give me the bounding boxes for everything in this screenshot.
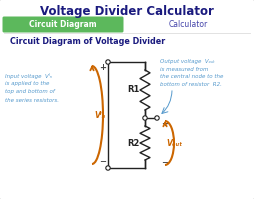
Text: is applied to the: is applied to the (5, 82, 49, 87)
Circle shape (155, 116, 159, 120)
Text: top and bottom of: top and bottom of (5, 90, 55, 95)
Text: Vᴵₙ: Vᴵₙ (94, 110, 105, 120)
Circle shape (143, 116, 147, 120)
Text: R2: R2 (127, 139, 139, 147)
Text: the series resistors.: the series resistors. (5, 98, 59, 102)
FancyBboxPatch shape (3, 17, 123, 32)
Text: Voltage Divider Calculator: Voltage Divider Calculator (40, 5, 214, 18)
Text: Calculator: Calculator (168, 20, 208, 29)
Text: is measured from: is measured from (160, 67, 208, 72)
Text: Vₒᵤₜ: Vₒᵤₜ (166, 139, 182, 147)
Text: −: − (100, 157, 106, 167)
Circle shape (106, 60, 110, 64)
Text: −: − (162, 158, 168, 168)
Text: Input voltage  Vᴵₙ: Input voltage Vᴵₙ (5, 73, 52, 79)
Text: +: + (100, 63, 106, 72)
Text: R1: R1 (127, 86, 139, 95)
Text: Output voltage  Vₒᵤₜ: Output voltage Vₒᵤₜ (160, 60, 215, 64)
Text: the central node to the: the central node to the (160, 74, 223, 79)
Text: Circuit Diagram of Voltage Divider: Circuit Diagram of Voltage Divider (10, 37, 165, 47)
Circle shape (106, 166, 110, 170)
Text: +: + (162, 118, 168, 128)
Text: Circuit Diagram: Circuit Diagram (29, 20, 97, 29)
Text: bottom of resistor  R2.: bottom of resistor R2. (160, 82, 222, 87)
